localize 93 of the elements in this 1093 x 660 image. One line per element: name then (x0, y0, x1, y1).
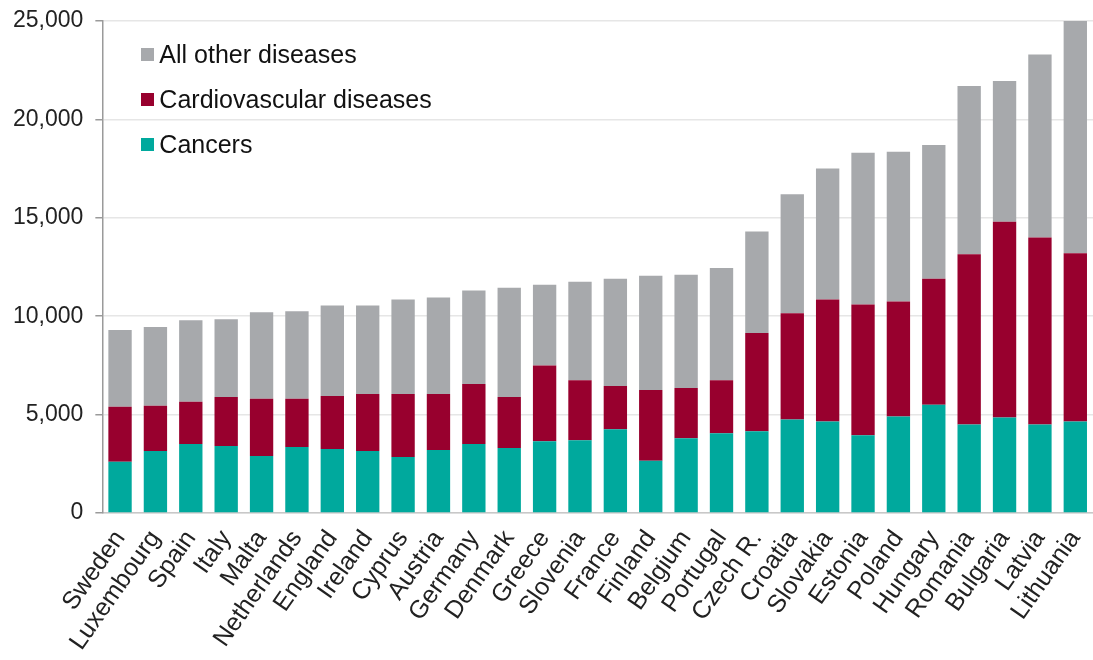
bar (108, 406, 132, 462)
bar (1063, 21, 1087, 254)
bar (957, 254, 981, 425)
bar (426, 297, 451, 394)
bar (214, 319, 238, 397)
bar (603, 429, 628, 513)
bar (497, 396, 521, 449)
bar (1028, 424, 1052, 513)
bar (143, 451, 168, 513)
bar (639, 275, 663, 390)
y-tick-label: 0 (70, 498, 84, 525)
y-tick-label: 5,000 (25, 399, 84, 426)
bar (639, 460, 663, 513)
bar (391, 393, 415, 457)
bar (320, 395, 344, 450)
bar (709, 380, 734, 434)
bar (356, 305, 380, 394)
bar (709, 433, 734, 513)
bar (745, 431, 769, 513)
bar (886, 416, 911, 513)
bar (391, 299, 415, 394)
bar (709, 267, 734, 381)
bar (745, 332, 769, 432)
bar (780, 194, 804, 314)
bar (922, 144, 946, 279)
bar (179, 401, 203, 445)
bar (391, 456, 415, 513)
bar (285, 447, 309, 513)
bar (320, 305, 344, 396)
bar (462, 384, 486, 445)
bar (674, 274, 698, 389)
legend-label: Cardiovascular diseases (159, 85, 432, 114)
bar (1063, 253, 1087, 422)
bar (214, 396, 238, 447)
bar (922, 278, 946, 405)
bar (1028, 54, 1052, 238)
bar (568, 380, 592, 441)
bar (745, 231, 769, 333)
bar (851, 304, 875, 436)
bar (639, 390, 663, 461)
bar (320, 449, 344, 513)
bar (108, 461, 132, 513)
bar (992, 221, 1017, 418)
bar (143, 327, 168, 406)
bar (249, 398, 274, 456)
legend-label: All other diseases (159, 40, 357, 69)
bar (532, 284, 557, 366)
bar (462, 290, 486, 385)
bar (285, 398, 309, 448)
bar (1063, 421, 1087, 513)
bar (249, 312, 274, 399)
bar (462, 444, 486, 513)
bar (957, 85, 981, 255)
bar (568, 281, 592, 381)
bar (426, 393, 451, 451)
bar (214, 446, 238, 513)
bar (1028, 237, 1052, 425)
bar (886, 301, 911, 417)
bar (532, 365, 557, 442)
bar (992, 417, 1017, 513)
bar (886, 151, 911, 302)
bar (674, 438, 698, 513)
bar (922, 404, 946, 513)
bar (815, 168, 840, 300)
y-tick-label: 15,000 (12, 203, 84, 230)
bar (851, 152, 875, 305)
legend-label: Cancers (159, 130, 253, 159)
bar (957, 424, 981, 513)
bar (179, 444, 203, 513)
bar (356, 451, 380, 513)
bar (780, 313, 804, 420)
bar (532, 441, 557, 513)
bar (603, 386, 628, 430)
bar (992, 81, 1017, 222)
y-tick-label: 10,000 (12, 301, 84, 328)
bar (285, 311, 309, 399)
bar (143, 405, 168, 452)
bar (356, 393, 380, 452)
y-tick-label: 25,000 (12, 6, 84, 33)
bar (780, 419, 804, 513)
bar (108, 329, 132, 407)
bar (497, 287, 521, 397)
y-tick-label: 20,000 (12, 104, 84, 131)
bar (497, 448, 521, 513)
bar (568, 440, 592, 513)
bar (674, 388, 698, 439)
bar (603, 278, 628, 387)
bar (815, 299, 840, 422)
bar (815, 421, 840, 513)
bar (851, 435, 875, 513)
bar (249, 455, 274, 513)
bar (179, 320, 203, 402)
bar (426, 450, 451, 513)
